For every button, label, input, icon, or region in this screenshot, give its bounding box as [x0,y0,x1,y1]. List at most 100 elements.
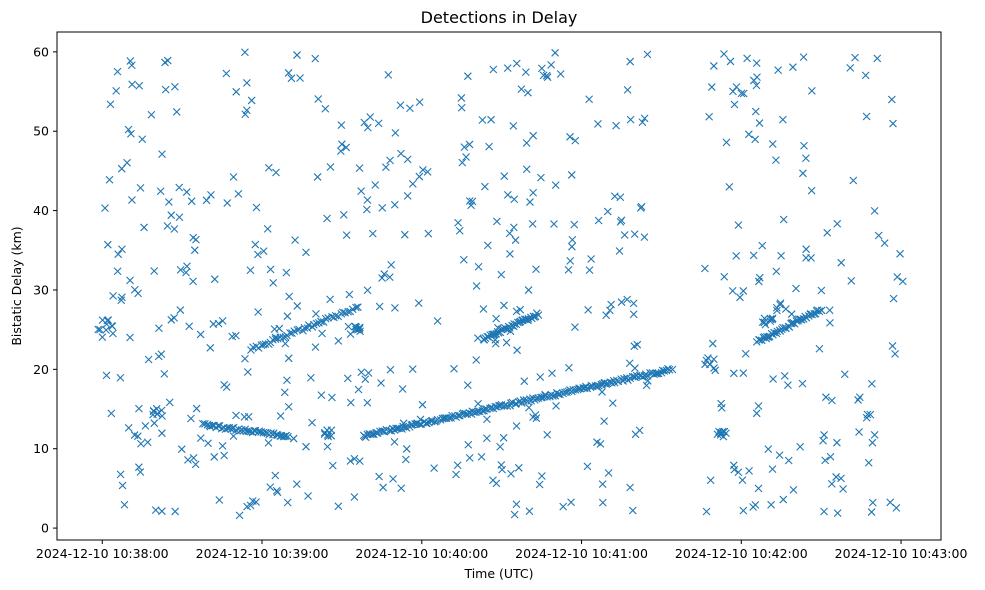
data-point [758,318,767,326]
data-point [702,356,711,365]
data-point [752,81,761,90]
data-point [541,390,550,399]
data-point [516,305,525,314]
data-point [828,396,836,405]
data-point [738,476,747,485]
data-point [112,87,121,95]
data-point [229,173,238,181]
data-point [200,419,209,428]
data-point [564,265,573,274]
data-point [123,158,131,167]
data-point [189,277,197,286]
data-point [192,404,201,413]
data-point [459,255,468,264]
data-point [157,350,166,358]
data-point [345,290,354,299]
data-point [120,500,129,509]
data-point [171,507,180,516]
data-point [158,507,166,516]
data-point [768,140,777,148]
data-point [849,176,858,185]
data-point [502,338,511,347]
data-point [206,343,215,352]
data-point [510,510,519,519]
data-point [749,251,758,260]
data-point [118,245,126,254]
data-point [423,167,432,176]
data-point [500,172,509,181]
data-point [210,453,219,461]
data-point [323,214,331,223]
data-point [665,365,674,374]
data-point [246,501,255,510]
data-point [355,457,364,466]
data-point [512,500,521,509]
data-point [328,393,336,402]
data-point [143,438,152,447]
data-point [622,374,631,382]
data-point [524,88,532,97]
data-point [525,403,533,412]
data-point [617,298,626,307]
data-point [788,63,797,72]
data-point [565,363,573,372]
data-point [368,229,377,238]
data-point [363,398,372,407]
data-point [270,325,279,334]
data-point [755,119,764,127]
data-point [381,163,390,172]
data-point [386,365,395,374]
data-point [767,500,775,509]
data-point [551,48,560,57]
data-point [825,306,834,315]
data-point [758,241,767,250]
data-point [232,87,241,96]
data-point [251,240,260,249]
data-point [387,260,396,269]
data-point [815,307,824,316]
data-point [190,246,199,255]
data-point [489,65,498,74]
data-point [151,506,160,514]
data-point [391,304,399,312]
data-point [497,270,506,279]
data-point [98,333,107,341]
data-point [629,310,638,319]
data-point [729,87,737,96]
data-point [668,365,677,374]
data-point [512,422,521,430]
data-point [706,476,715,485]
data-point [709,355,718,364]
data-point [781,305,790,313]
data-point [158,150,166,158]
data-point [571,323,579,332]
data-point [720,272,729,281]
data-point [321,104,330,113]
data-point [113,67,122,76]
data-point [520,377,529,386]
data-point [339,210,348,219]
data-point [346,398,355,407]
data-point [754,484,763,493]
data-point [276,412,285,420]
data-point [222,69,231,78]
data-point [517,85,526,93]
data-point [620,231,629,239]
data-point [108,322,117,331]
data-point [571,136,580,145]
data-point [135,81,144,90]
data-point [302,442,310,451]
data-point [511,236,520,245]
data-point [514,318,522,327]
data-point [493,323,502,332]
y-tick-label: 20 [33,362,49,377]
data-point [705,112,714,121]
data-point [176,265,185,274]
data-point [379,483,388,492]
data-point [364,369,373,377]
data-point [103,240,112,249]
data-point [826,452,835,461]
data-point [612,121,620,130]
data-point [796,442,805,451]
data-point [126,333,134,342]
